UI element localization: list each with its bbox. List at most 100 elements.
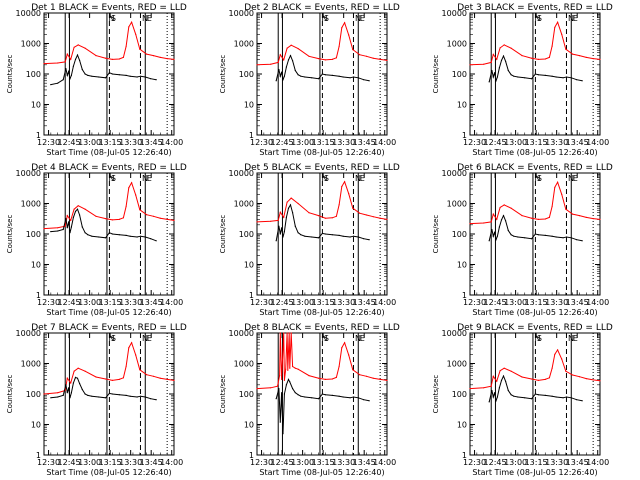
lld-data-point (128, 187, 130, 189)
events-data-point (349, 397, 351, 399)
lld-data-point (331, 58, 333, 61)
lld-data-point (554, 186, 556, 188)
lld-data-point (95, 55, 97, 57)
panel-title: Det 1 BLACK = Events, RED = LLD (31, 3, 187, 13)
lld-data-point (565, 208, 567, 210)
lld-data-point (308, 212, 310, 214)
events-data-point (304, 396, 306, 398)
lld-data-point (270, 63, 272, 65)
lld-data-point (287, 369, 289, 371)
events-data-point (105, 397, 107, 399)
events-data-point (72, 65, 74, 67)
lld-data-point (256, 221, 258, 223)
x-tick-label: 13:45 (353, 138, 376, 147)
y-tick-label: 10000 (16, 9, 41, 18)
lld-data-point (139, 369, 141, 371)
lld-data-point (492, 375, 494, 377)
events-series-line (50, 376, 157, 401)
events-data-point (50, 84, 52, 86)
event-marker-label: N (108, 14, 114, 23)
y-tick-label: 1 (249, 131, 254, 140)
events-data-point (287, 378, 290, 380)
lld-data-point (585, 378, 587, 380)
x-tick-label: 13:45 (566, 298, 589, 307)
event-marker-label: E (573, 14, 578, 23)
x-tick-label: 12:30 (250, 298, 273, 307)
lld-data-point (521, 215, 523, 217)
y-tick-label: 10 (457, 421, 467, 430)
x-tick-label: 13:00 (78, 298, 101, 307)
lld-data-point (292, 365, 294, 368)
lld-data-point (111, 58, 113, 61)
events-data-point (565, 236, 568, 238)
events-data-point (275, 80, 277, 82)
events-data-point (576, 239, 578, 241)
panel-title: Det 7 BLACK = Events, RED = LLD (31, 323, 187, 333)
y-tick-label: 10 (244, 261, 254, 270)
event-marker-label: N (534, 174, 540, 183)
lld-data-point (561, 193, 563, 195)
events-data-point (498, 67, 500, 69)
events-data-point (294, 225, 296, 227)
events-data-point (338, 395, 340, 397)
lld-data-point (510, 47, 512, 49)
events-data-point (278, 225, 280, 227)
lld-data-point (105, 378, 107, 380)
y-tick-label: 10000 (229, 169, 254, 178)
lld-data-point (344, 181, 346, 183)
events-data-point (565, 76, 568, 78)
events-data-point (87, 74, 89, 76)
events-data-point (87, 234, 89, 236)
lld-data-point (146, 374, 148, 376)
event-marker-label: S (111, 334, 116, 343)
events-data-point (492, 235, 494, 237)
lld-data-point (297, 368, 299, 370)
events-data-point (357, 77, 359, 79)
events-data-point (500, 219, 503, 221)
event-marker-label: N (321, 174, 327, 183)
detector-panel-2: Det 2 BLACK = Events, RED = LLD 1 10 100 100… (219, 3, 400, 157)
events-data-point (57, 230, 59, 232)
events-data-point (139, 75, 142, 77)
lld-data-point (557, 181, 559, 183)
events-data-point (531, 238, 533, 240)
lld-data-point (95, 376, 97, 378)
x-tick-label: 13:30 (545, 458, 568, 467)
event-marker-label: E (573, 334, 578, 343)
x-tick-label: 13:15 (525, 138, 548, 147)
events-data-point (321, 393, 323, 395)
events-data-point (70, 226, 72, 228)
x-tick-label: 14:00 (586, 138, 609, 147)
events-data-point (562, 397, 564, 399)
events-data-point (275, 240, 277, 242)
events-data-point (513, 395, 515, 397)
x-axis-label: Start Time (08-Jul-05 12:26:40) (46, 148, 171, 157)
lld-data-point (324, 217, 326, 219)
events-data-point (129, 395, 131, 397)
events-data-point (496, 396, 498, 398)
lld-data-point (359, 212, 361, 214)
lld-data-point (537, 58, 540, 61)
events-data-point (555, 396, 557, 398)
lld-data-point (365, 375, 368, 377)
lld-data-point (510, 370, 512, 372)
events-data-point (510, 74, 512, 76)
x-axis-label: Start Time (08-Jul-05 12:26:40) (472, 468, 597, 477)
lld-data-point (105, 218, 107, 220)
lld-data-point (365, 214, 368, 216)
y-axis-label: Counts/sec (219, 55, 227, 94)
lld-data-point (338, 365, 340, 368)
lld-data-point (283, 59, 285, 61)
events-data-point (79, 214, 81, 216)
events-data-point (368, 400, 370, 402)
events-data-point (125, 394, 127, 396)
events-data-point (562, 237, 564, 239)
lld-data-point (585, 216, 587, 218)
detector-panel-3: Det 3 BLACK = Events, RED = LLD 1 10 100 100… (432, 3, 613, 157)
lld-data-point (57, 392, 59, 394)
events-data-point (495, 239, 497, 241)
lld-data-point (283, 379, 285, 381)
lld-data-point (84, 208, 86, 210)
lld-data-point (77, 205, 79, 207)
y-tick-label: 1000 (447, 40, 467, 49)
